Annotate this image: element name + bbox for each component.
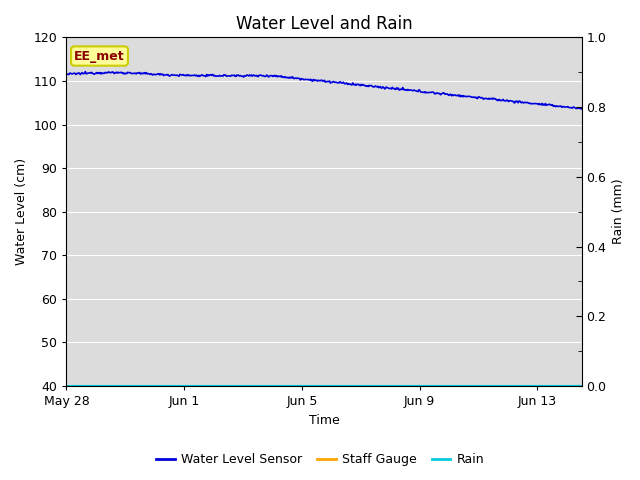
Text: EE_met: EE_met — [74, 49, 125, 62]
Title: Water Level and Rain: Water Level and Rain — [236, 15, 412, 33]
Y-axis label: Water Level (cm): Water Level (cm) — [15, 158, 28, 265]
X-axis label: Time: Time — [308, 414, 339, 427]
Legend: Water Level Sensor, Staff Gauge, Rain: Water Level Sensor, Staff Gauge, Rain — [151, 448, 489, 471]
Y-axis label: Rain (mm): Rain (mm) — [612, 179, 625, 244]
